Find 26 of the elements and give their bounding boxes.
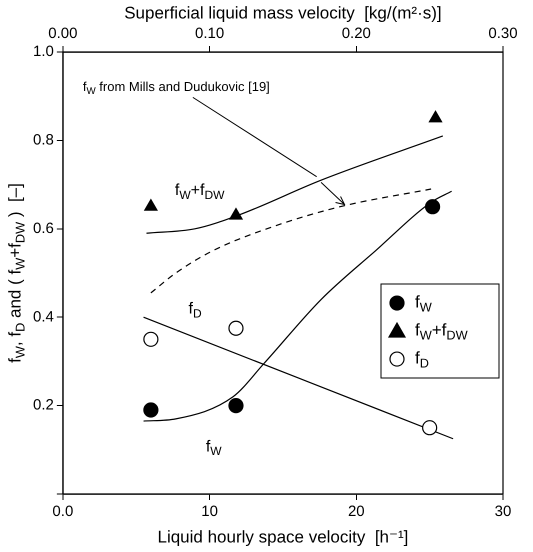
point bbox=[143, 402, 158, 418]
y-tick-label: 0.2 bbox=[32, 396, 54, 414]
point bbox=[428, 110, 442, 122]
y-tick-label: 0.4 bbox=[32, 308, 54, 326]
point bbox=[144, 199, 158, 211]
y-tick-label: 1.0 bbox=[32, 43, 54, 60]
y-tick-label: 0.8 bbox=[32, 132, 54, 149]
x-tick-label: 0.0 bbox=[52, 503, 74, 520]
point bbox=[424, 199, 440, 214]
text: fW, fD and ( fW+fDW ) [–] bbox=[6, 183, 28, 363]
point bbox=[422, 420, 438, 436]
point bbox=[143, 332, 158, 347]
x-tick-label: 30 bbox=[494, 503, 512, 520]
y-tick-label: 0.6 bbox=[32, 220, 54, 237]
line-series bbox=[146, 135, 444, 234]
x2-tick-label: 0.30 bbox=[488, 25, 518, 42]
x-axis-title: Liquid hourly space velocity [h⁻¹] bbox=[157, 528, 408, 547]
x2-tick-label: 0.20 bbox=[342, 25, 371, 42]
x2-axis-title: Superficial liquid mass velocity [kg/(m²·s)] bbox=[124, 4, 442, 23]
x2-tick-label: 0.10 bbox=[194, 25, 224, 42]
x-tick-label: 20 bbox=[348, 503, 365, 520]
x-tick-label: 10 bbox=[201, 503, 218, 520]
x2-tick-label: 0.00 bbox=[48, 25, 78, 42]
point bbox=[228, 398, 244, 414]
point bbox=[229, 208, 243, 220]
point bbox=[228, 320, 244, 336]
